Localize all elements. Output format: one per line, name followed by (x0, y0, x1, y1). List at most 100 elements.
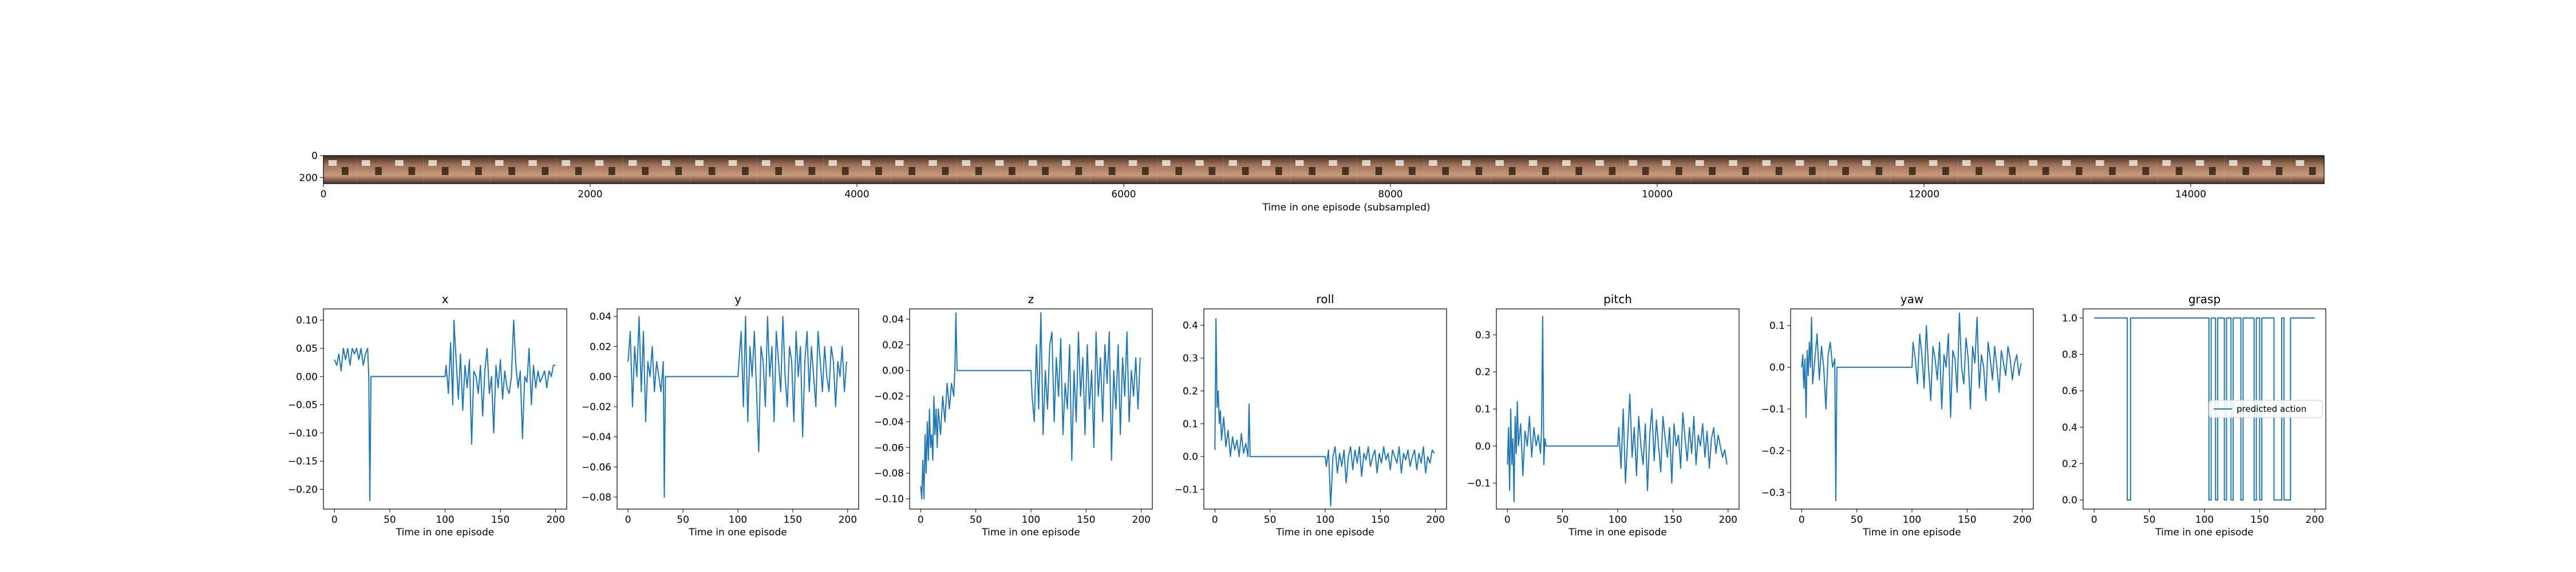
filmstrip-frame (1657, 156, 1691, 184)
axes-frame (617, 308, 859, 510)
filmstrip-frame (1190, 156, 1224, 184)
xtick-label: 100 (436, 514, 454, 526)
filmstrip-frame (1490, 156, 1524, 184)
frame-object (662, 160, 670, 166)
xtick-label: 100 (1609, 514, 1627, 526)
frame-object (728, 160, 737, 166)
xtick-label: 50 (970, 514, 982, 526)
frame-object (2229, 160, 2238, 166)
frame-gripper (575, 167, 582, 175)
filmstrip-frame (1757, 156, 1791, 184)
frame-object (1329, 160, 1337, 166)
frame-gripper (1976, 167, 1982, 175)
ytick-label: −0.08 (582, 492, 611, 503)
frame-gripper (2309, 167, 2316, 175)
frame-object (1629, 160, 1638, 166)
frame-gripper (875, 167, 882, 175)
xtick-label: 150 (1664, 514, 1682, 526)
frame-object (361, 160, 370, 166)
ytick-label: 0.02 (882, 340, 904, 351)
frame-object (895, 160, 904, 166)
frame-gripper (508, 167, 515, 175)
filmstrip-frame (1690, 156, 1724, 184)
ytick-label: 0.6 (2062, 386, 2077, 397)
frame-gripper (1409, 167, 1416, 175)
frame-object (1095, 160, 1104, 166)
ytick-label: −0.04 (582, 432, 611, 443)
filmstrip-frame (423, 156, 457, 184)
xtick-label: 200 (1719, 514, 1737, 526)
filmstrip-frame (457, 156, 491, 184)
frame-gripper (1275, 167, 1282, 175)
ytick-label: 0.2 (2062, 458, 2077, 470)
series-line-roll (1214, 318, 1435, 507)
frame-gripper (1709, 167, 1716, 175)
ytick-label: 0.2 (1183, 386, 1198, 397)
frame-object (828, 160, 837, 166)
filmstrip-frame (1124, 156, 1157, 184)
frame-gripper (1542, 167, 1549, 175)
frame-object (1962, 160, 1971, 166)
frame-object (2095, 160, 2104, 166)
filmstrip-xtick-label: 0 (321, 189, 327, 200)
frame-object (1762, 160, 1771, 166)
filmstrip-xtick-label: 4000 (844, 189, 869, 200)
xtick-label: 100 (1903, 514, 1921, 526)
frame-gripper (1909, 167, 1916, 175)
ytick-label: 0.4 (1183, 320, 1198, 332)
filmstrip-frame (1890, 156, 1924, 184)
xtick-label: 150 (1958, 514, 1976, 526)
filmstrip-frame (2157, 156, 2191, 184)
action-subplots: 0 50 100 150 2000.100.050.00−0.05−0.10−0.15−… (288, 292, 2326, 538)
ytick-label: 0.02 (590, 341, 611, 353)
xtick-label: 200 (2013, 514, 2032, 526)
subplot-z: 0 50 100 150 200 0.04 0.02 0.00 −0.02 −0.04 −0.06 −… (874, 292, 1153, 538)
series-line-grasp (2094, 317, 2315, 501)
axes-frame (1496, 308, 1740, 510)
ytick-label: 0.05 (296, 343, 318, 355)
frame-object (461, 160, 471, 166)
filmstrip-frame (1557, 156, 1591, 184)
frame-object (1795, 160, 1804, 166)
xtick-label: 50 (2143, 514, 2156, 526)
frame-gripper (2175, 167, 2183, 175)
legend-box (2208, 400, 2323, 418)
ytick-label: −0.02 (582, 402, 611, 413)
filmstrip-frame (657, 156, 690, 184)
subplot-title: y (734, 292, 741, 306)
filmstrip-frame (1457, 156, 1491, 184)
xtick-label: 0 (1799, 514, 1805, 526)
filmstrip-frame (790, 156, 824, 184)
ytick-label: −0.10 (288, 428, 318, 439)
frame-object (862, 160, 871, 166)
xtick-label: 0 (918, 514, 924, 526)
filmstrip-frame (2224, 156, 2258, 184)
filmstrip-xtick-label: 8000 (1378, 189, 1402, 200)
ytick-label: 0.00 (590, 371, 611, 383)
filmstrip-frame (823, 156, 857, 184)
frame-object (1028, 160, 1037, 166)
xtick-label: 150 (1371, 514, 1389, 526)
legend-entry: predicted action (2237, 404, 2306, 414)
frame-gripper (2109, 167, 2116, 175)
frame-object (695, 160, 704, 166)
frame-object (1695, 160, 1704, 166)
frame-gripper (942, 167, 949, 175)
ytick-label: −0.3 (1761, 487, 1785, 499)
filmstrip-frame (590, 156, 624, 184)
filmstrip-frame (2091, 156, 2124, 184)
frame-gripper (1676, 167, 1682, 175)
ytick-label: −0.06 (582, 462, 611, 473)
frame-gripper (1875, 167, 1883, 175)
series-line-x (334, 319, 556, 502)
filmstrip-xtick-label: 10000 (1642, 189, 1673, 200)
subplot-xlabel: Time in one episode (688, 527, 787, 538)
frame-gripper (1575, 167, 1582, 175)
subplot-x: 0 50 100 150 200 0.10 0.05 0.00 −0.05 −0.10 −0.15 −… (288, 292, 567, 538)
frame-object (1161, 160, 1171, 166)
xtick-label: 50 (384, 514, 396, 526)
legend: predicted action (2208, 400, 2323, 418)
ytick-label: −0.20 (288, 484, 318, 495)
subplot-pitch: 0 50 100 150 200 0.3 0.2 0.1 0.0 −0.1 pitch Time in… (1467, 292, 1740, 538)
